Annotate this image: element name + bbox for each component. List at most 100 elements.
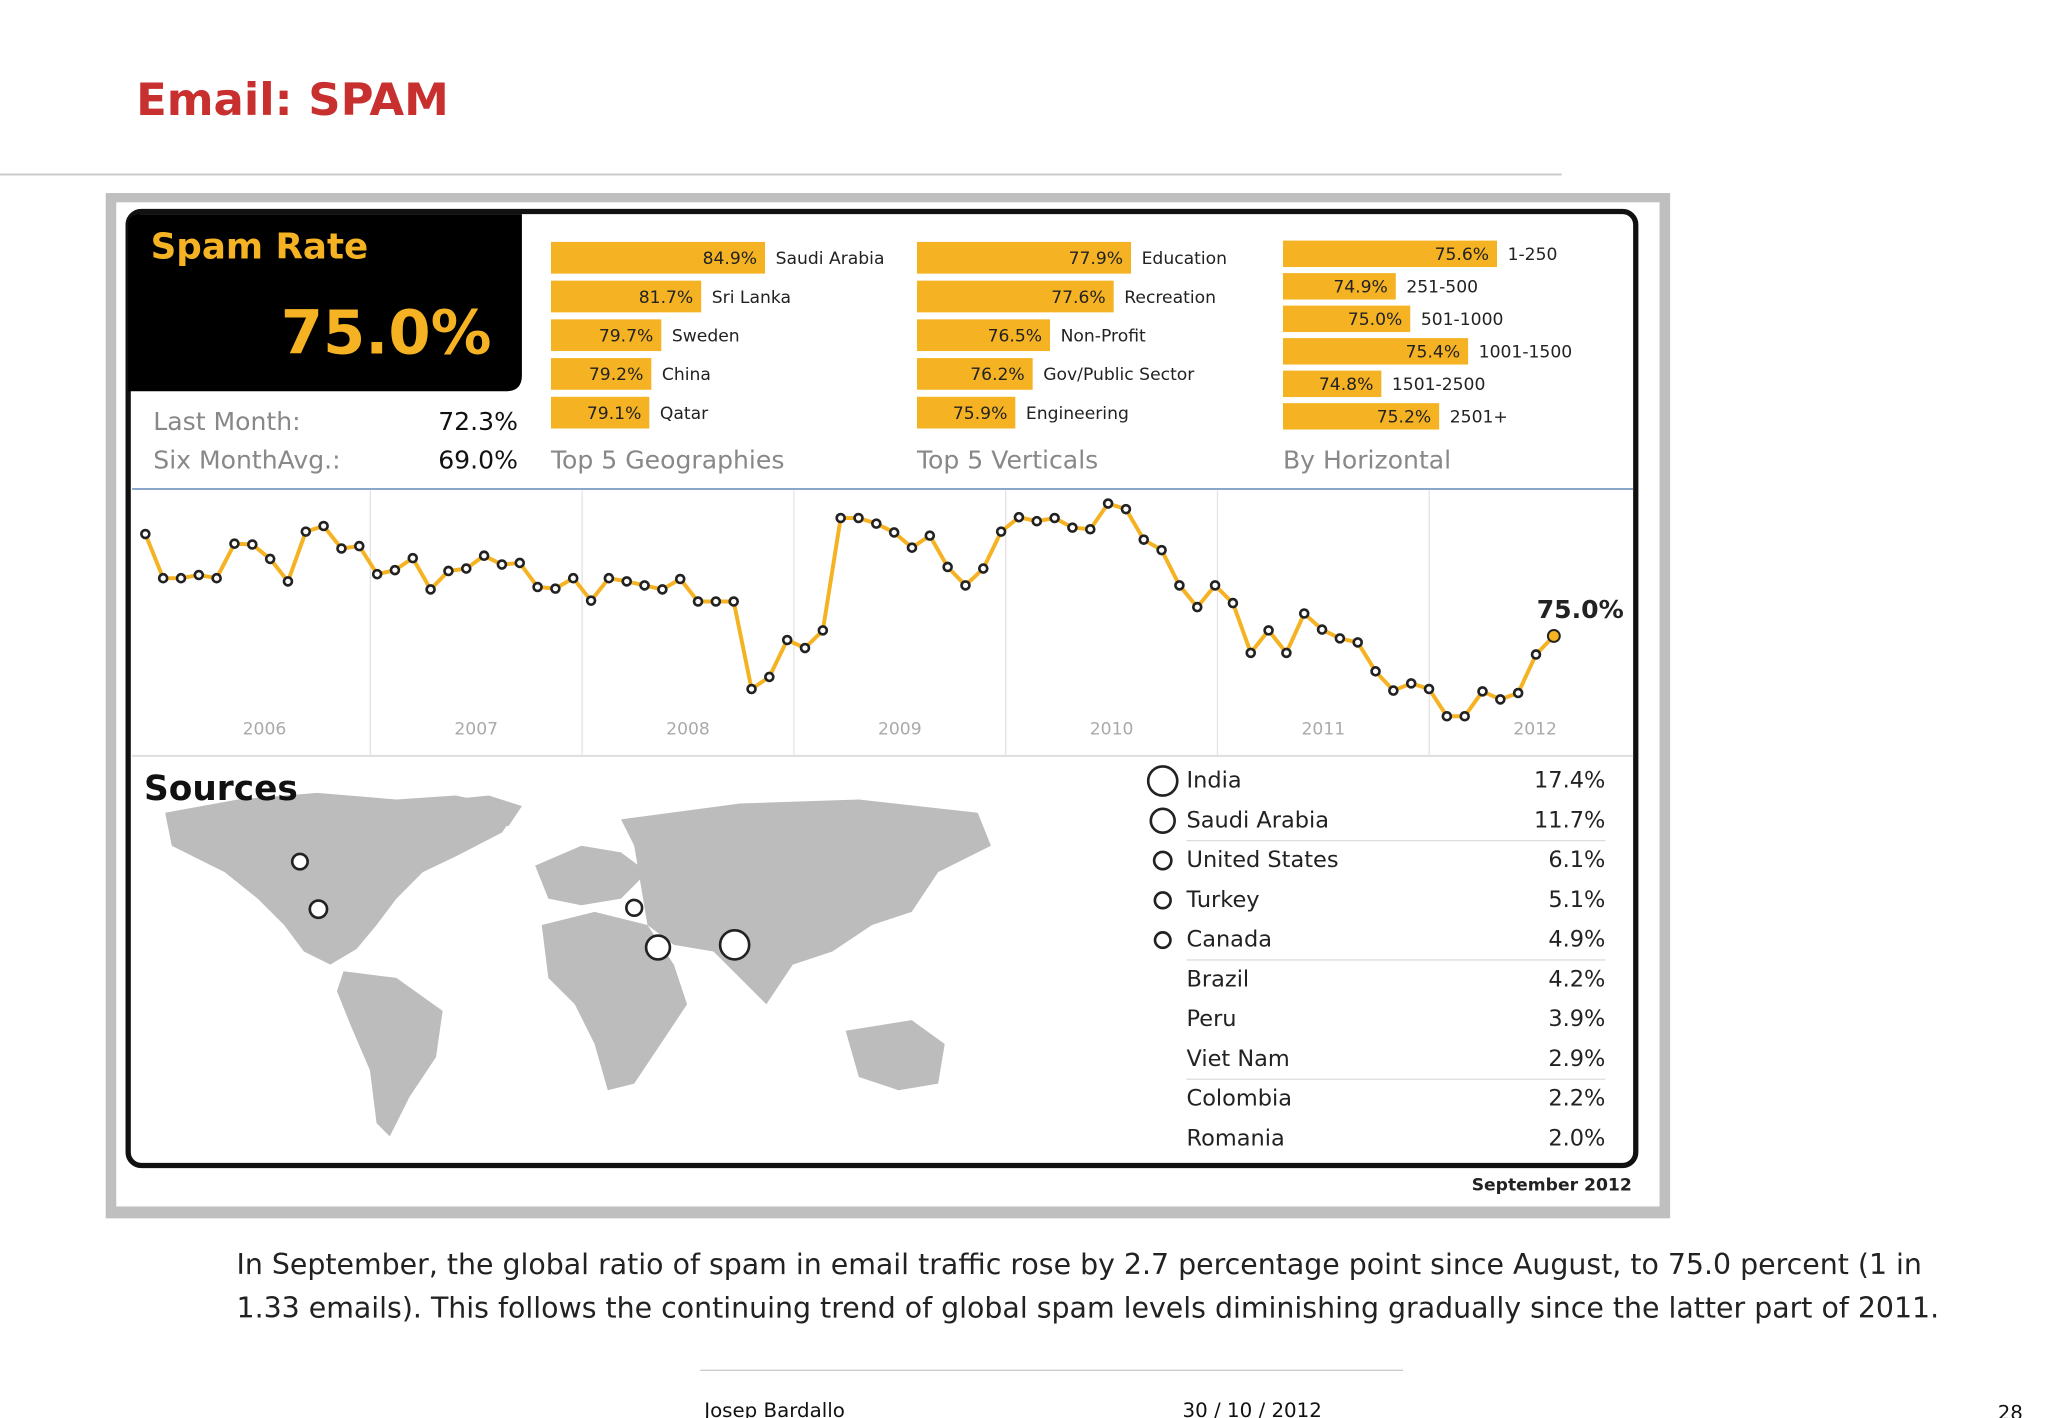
source-marker [1153,931,1172,950]
dashboard-date: September 2012 [1472,1175,1632,1195]
line-point [264,553,276,565]
line-point [371,568,383,580]
source-marker [1146,765,1179,797]
bar-value-label: 77.6% [1051,288,1106,308]
line-point [1013,511,1025,523]
bar-value-label: 79.2% [589,365,644,385]
line-point [1067,522,1078,533]
bar-value-label: 74.8% [1319,375,1374,395]
spam-rate: 75.0% [281,299,492,369]
bar-value-label: 75.2% [1377,408,1432,428]
bar-value-label: 76.5% [988,327,1043,347]
bar [550,396,650,429]
panel-title: By Horizontal [1283,445,1451,474]
bar-value-label: 77.9% [1069,249,1124,269]
source-value: 4.9% [1548,927,1605,953]
line-point [1334,633,1346,644]
line-point [300,526,312,537]
line-point [960,580,971,591]
bar [550,358,652,390]
line-point [764,671,775,683]
line-point [443,565,454,577]
source-name: Colombia [1187,1086,1293,1112]
bar [1282,305,1411,333]
bar-value-label: 81.7% [639,288,694,308]
map-marker [308,899,329,920]
line-point [621,576,633,587]
bar [550,280,702,313]
x-tick-label: 2011 [1302,719,1346,739]
line-point [336,543,347,554]
panel-title: Top 5 Verticals [916,445,1098,474]
map-marker [625,898,644,918]
line-point [906,542,918,553]
bar-name: 251-500 [1406,278,1478,298]
line-point [924,530,936,541]
footer-author: Josep Bardallo [702,1399,845,1418]
source-value: 3.9% [1548,1006,1605,1032]
bar-value-label: 75.0% [1348,310,1403,330]
x-tick-label: 2007 [454,719,498,739]
line-point [781,634,793,646]
x-tick-label: 2010 [1090,719,1134,739]
map-marker [644,934,672,961]
line-point [1191,601,1203,613]
line-point [710,596,722,607]
source-value: 2.0% [1548,1125,1605,1151]
source-marker [1153,891,1172,910]
line-point [674,573,686,585]
line-point [639,580,650,591]
bar [1282,240,1498,268]
line-point [1227,597,1239,609]
page-number: 28 [1998,1401,2023,1418]
source-name: India [1187,768,1242,794]
footer-date: 30 / 10 / 2012 [1183,1399,1322,1418]
line-point [282,576,294,587]
bar [916,241,1132,274]
source-value: 4.2% [1548,966,1605,992]
caption-line: In September, the global ratio of spam i… [237,1248,1922,1281]
line-point [1209,580,1221,591]
bar-name: 1-250 [1508,245,1558,265]
bar [550,319,662,352]
bar-name: 501-1000 [1421,310,1504,330]
line-point [478,550,490,562]
line-point [657,584,668,595]
line-point [1263,625,1274,636]
map-marker [290,852,309,871]
source-name: Turkey [1186,887,1260,913]
australia [845,1020,945,1091]
bar-value-label: 79.1% [587,404,642,424]
sources-title: Sources [144,769,298,809]
line-point [799,642,811,654]
source-name: Peru [1187,1006,1237,1032]
source-value: 11.7% [1534,807,1605,833]
line-point [1084,523,1096,535]
line-point [1281,647,1292,659]
source-value: 2.2% [1548,1086,1605,1112]
line-point [1423,683,1435,695]
source-name: Viet Nam [1187,1046,1290,1072]
six-month: 69.0% [438,445,518,474]
bar-value-label: 76.2% [970,365,1025,385]
line-point [318,520,329,532]
bar-value-label: 75.6% [1435,245,1490,265]
line-point [1405,678,1417,689]
last-month: 72.3% [438,407,518,436]
asia [621,799,991,1005]
line-point [1245,647,1257,659]
line-point [1546,629,1561,643]
europe [535,845,648,906]
line-point [585,595,597,606]
bar-name: China [662,365,711,385]
bar-name: Gov/Public Sector [1043,365,1195,385]
line-point [692,596,704,607]
line-point [1031,515,1043,527]
bar [916,396,1016,429]
bar-value-label: 74.9% [1333,278,1388,298]
line-point [853,512,864,524]
line-point [460,563,472,574]
bar-name: 1501-2500 [1392,375,1486,395]
bar-value-label: 75.4% [1406,343,1461,363]
line-point [746,683,757,695]
